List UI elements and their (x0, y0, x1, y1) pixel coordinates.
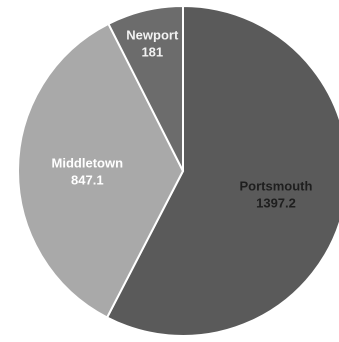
pie-slice-newport (107, 4, 184, 172)
pie-label-newport: Newport (126, 28, 179, 43)
pie-labels: Portsmouth 1397.2 Middletown 847.1 Newport 18… (52, 28, 313, 211)
pie-label-portsmouth: Portsmouth (240, 179, 313, 194)
pie-value-middletown: 847.1 (71, 173, 104, 188)
pie-label-middletown: Middletown (52, 156, 124, 171)
pie-value-portsmouth: 1397.2 (256, 196, 296, 211)
pie-slices (16, 4, 339, 337)
pie-slice-middletown (16, 22, 185, 319)
pie-slice-portsmouth (105, 4, 339, 337)
pie-value-newport: 181 (141, 45, 163, 60)
